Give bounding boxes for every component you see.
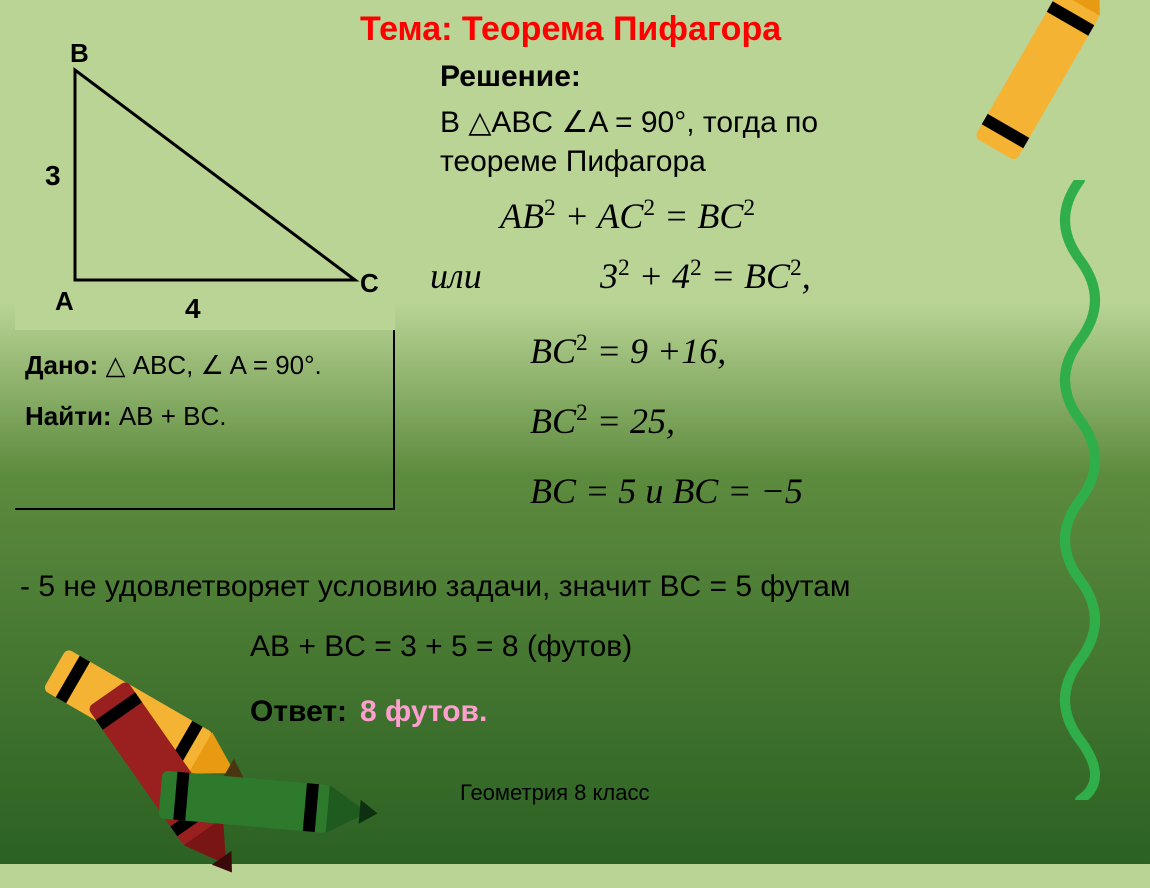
vertex-c: C: [360, 268, 379, 298]
solution-line-1: В △ABC ∠A = 90°, тогда по: [440, 105, 818, 140]
triangle-diagram: B A C 3 4: [15, 40, 395, 330]
formula-roots: BC = 5 и BC = −5: [530, 470, 803, 512]
formula-substitution: 32 + 42 = BC2,: [600, 255, 811, 297]
triangle-svg: B A C 3 4: [15, 40, 395, 330]
side-ac-label: 4: [185, 293, 201, 324]
triangle-shape: [75, 70, 355, 280]
given-text: △ ABC, ∠ A = 90°.: [98, 350, 322, 380]
vertex-a: A: [55, 286, 74, 316]
formula-sum: BC2 = 9 +16,: [530, 330, 726, 372]
given-box: Дано: △ ABC, ∠ A = 90°. Найти: AB + BC.: [15, 330, 395, 510]
given-label: Дано:: [25, 350, 98, 380]
slide-footer: Геометрия 8 класс: [460, 780, 649, 806]
slide-title: Тема: Теорема Пифагора: [360, 10, 781, 49]
or-word: или: [430, 255, 482, 297]
find-label: Найти:: [25, 401, 112, 431]
answer-label: Ответ:: [250, 695, 347, 729]
given-line: Дано: △ ABC, ∠ A = 90°.: [25, 350, 383, 381]
conclusion-line-1: - 5 не удовлетворяет условию задачи, зна…: [20, 570, 850, 604]
side-ab-label: 3: [45, 160, 61, 191]
vertex-b: B: [70, 40, 89, 68]
answer-value: 8 футов.: [360, 695, 487, 729]
squiggle-path: [1065, 180, 1095, 800]
conclusion-line-2: AB + BC = 3 + 5 = 8 (футов): [250, 630, 632, 664]
solution-header: Решение:: [440, 60, 581, 94]
solution-line-2: теореме Пифагора: [440, 145, 706, 179]
crayon-decor: [974, 0, 1126, 161]
find-text: AB + BC.: [112, 401, 227, 431]
squiggle-decor: [1050, 180, 1110, 800]
find-line: Найти: AB + BC.: [25, 401, 383, 432]
formula-pythagoras: AB2 + AC2 = BC2: [500, 195, 755, 237]
formula-square: BC2 = 25,: [530, 400, 675, 442]
